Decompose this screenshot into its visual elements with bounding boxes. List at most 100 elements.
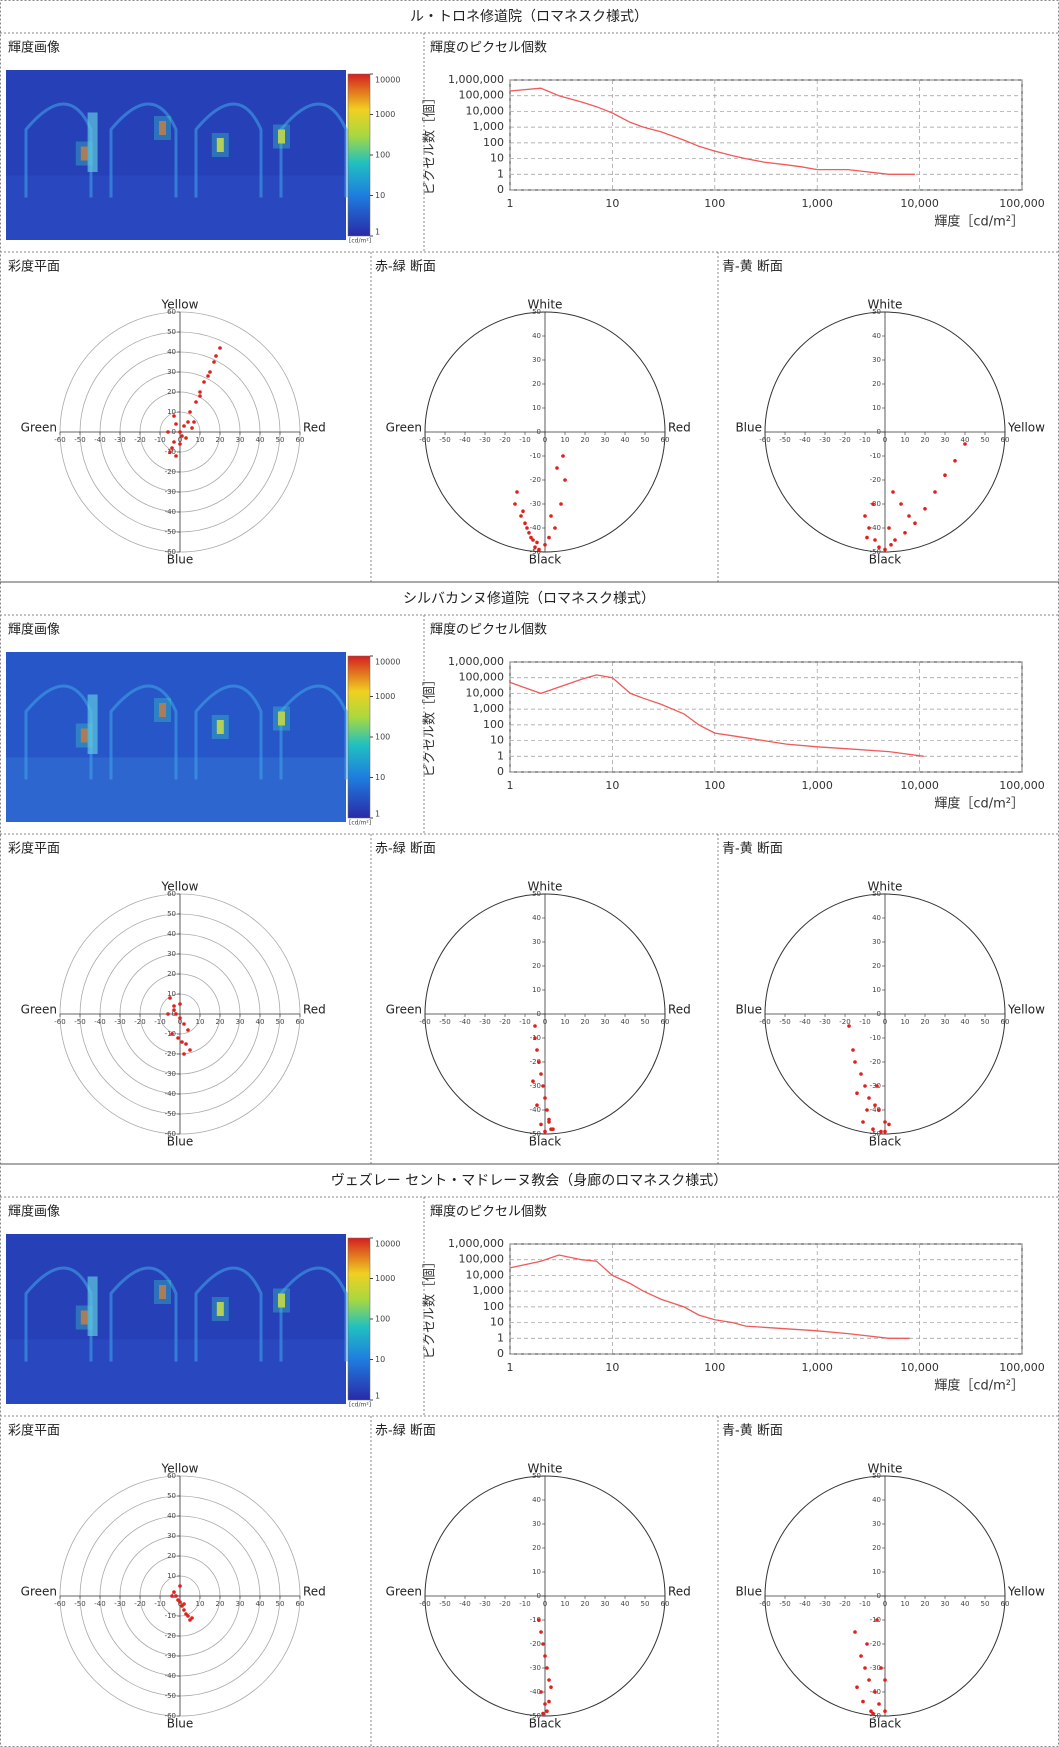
x-tick-label: -50: [439, 1600, 450, 1608]
x-tick-label: 10: [605, 197, 619, 210]
point: [190, 426, 194, 430]
axis-end-label: Black: [869, 1717, 902, 1731]
y-tick-label: 10,000: [466, 686, 505, 699]
colorbar: [348, 1238, 370, 1400]
panel-label: 輝度のピクセル個数: [430, 622, 547, 638]
point: [188, 410, 192, 414]
point: [891, 490, 895, 494]
y-tick-label: 40: [167, 1512, 176, 1520]
x-tick-label: -20: [134, 1018, 145, 1026]
y-tick-label: -50: [165, 1110, 176, 1118]
x-tick-label: -30: [819, 1600, 830, 1608]
point: [535, 541, 539, 545]
y-tick-label: -10: [530, 452, 541, 460]
point: [883, 1678, 887, 1682]
y-tick-label: 100: [483, 718, 504, 731]
point: [543, 1130, 547, 1134]
x-tick-label: 10: [561, 1600, 570, 1608]
x-tick-label: -30: [114, 436, 125, 444]
point: [545, 1709, 549, 1713]
x-tick-label: 0: [883, 436, 887, 444]
colorbar: [348, 656, 370, 818]
frame: [1, 1, 1059, 1747]
point: [170, 1032, 174, 1036]
axis-end-label: Black: [529, 1135, 562, 1149]
y-tick-label: -30: [165, 1070, 176, 1078]
x-tick-label: 60: [661, 1600, 670, 1608]
x-tick-label: 100: [704, 779, 725, 792]
y-tick-label: 0: [877, 1010, 881, 1018]
panel-label: 青-黄 断面: [722, 260, 783, 275]
x-tick-label: 30: [601, 1018, 610, 1026]
x-tick-label: -60: [759, 1018, 770, 1026]
point: [865, 536, 869, 540]
y-tick-label: 10: [532, 986, 541, 994]
point: [873, 538, 877, 542]
y-tick-label: 30: [872, 356, 881, 364]
x-tick-label: -40: [799, 436, 810, 444]
point: [537, 1618, 541, 1622]
point: [539, 1630, 543, 1634]
y-tick-label: 20: [167, 1552, 176, 1560]
x-tick-label: -40: [94, 436, 105, 444]
point: [541, 1084, 545, 1088]
section-title: ル・トロネ修道院（ロマネスク様式）: [410, 9, 648, 25]
x-tick-label: 1: [507, 197, 514, 210]
y-tick-label: 40: [872, 332, 881, 340]
y-tick-label: 40: [872, 1496, 881, 1504]
x-tick-label: -40: [459, 1018, 470, 1026]
point: [867, 1096, 871, 1100]
point: [877, 545, 881, 549]
point: [865, 1108, 869, 1112]
point: [855, 1685, 859, 1689]
colorbar: [348, 74, 370, 236]
point: [543, 543, 547, 547]
axis-end-label: Blue: [167, 553, 194, 567]
point: [188, 1048, 192, 1052]
x-tick-label: 20: [581, 1018, 590, 1026]
axis-end-label: Black: [869, 553, 902, 567]
axis-end-label: Green: [21, 421, 57, 435]
x-tick-label: 10: [605, 779, 619, 792]
x-tick-label: 100,000: [999, 197, 1045, 210]
y-tick-label: 0: [497, 183, 504, 196]
point: [853, 1060, 857, 1064]
point: [543, 1654, 547, 1658]
image-glow: [273, 1289, 290, 1313]
panel-label: 輝度画像: [8, 40, 60, 56]
x-tick-label: -10: [859, 1018, 870, 1026]
point: [180, 434, 184, 438]
point: [178, 1600, 182, 1604]
point: [545, 1108, 549, 1112]
y-tick-label: 100: [483, 1300, 504, 1313]
axis-end-label: White: [868, 880, 903, 894]
y-tick-label: -20: [870, 476, 881, 484]
y-tick-label: 10: [872, 404, 881, 412]
x-tick-label: 0: [543, 1018, 547, 1026]
colorbar-tick-label: 1000: [375, 110, 395, 119]
image-glow: [212, 133, 229, 157]
y-tick-label: 0: [497, 1347, 504, 1360]
y-tick-label: -20: [165, 1632, 176, 1640]
point: [923, 507, 927, 511]
x-tick-label: -20: [839, 1600, 850, 1608]
panel-label: 輝度画像: [8, 1204, 60, 1220]
y-tick-label: 10: [532, 404, 541, 412]
y-tick-label: 1,000: [473, 120, 505, 133]
point: [184, 1042, 188, 1046]
y-tick-label: -20: [165, 1050, 176, 1058]
point: [182, 1602, 186, 1606]
x-tick-label: -10: [519, 436, 530, 444]
x-tick-label: -60: [419, 1018, 430, 1026]
point: [851, 1048, 855, 1052]
y-tick-label: -30: [165, 1652, 176, 1660]
x-tick-label: -20: [134, 1600, 145, 1608]
axis-end-label: Blue: [167, 1135, 194, 1149]
y-tick-label: 20: [532, 962, 541, 970]
y-tick-label: 20: [167, 970, 176, 978]
y-tick-label: -50: [165, 528, 176, 536]
y-tick-label: -40: [165, 508, 176, 516]
point: [883, 1130, 887, 1134]
axis-end-label: White: [528, 298, 563, 312]
point: [178, 1002, 182, 1006]
